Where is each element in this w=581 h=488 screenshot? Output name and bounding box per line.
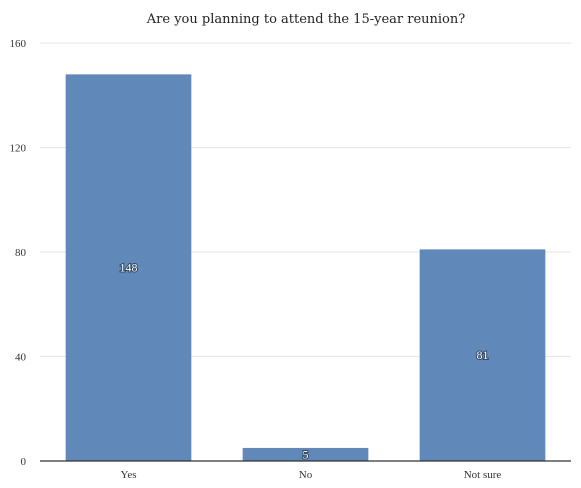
y-tick-label: 0 — [21, 456, 27, 468]
bar-no — [242, 447, 369, 461]
data-label: 148 — [120, 261, 138, 275]
y-tick-label: 160 — [10, 38, 27, 50]
x-tick-label: Not sure — [464, 469, 502, 481]
bars — [65, 74, 546, 461]
y-tick-label: 80 — [15, 247, 27, 259]
y-tick-label: 40 — [15, 352, 27, 364]
x-tick-label: No — [299, 469, 313, 481]
chart-title: Are you planning to attend the 15-year r… — [146, 12, 465, 27]
data-label: 5 — [303, 447, 309, 461]
bar-not-sure — [419, 249, 546, 461]
data-label: 81 — [477, 348, 489, 362]
labels: 0 40 80 120 160 148 Yes 5 No 81 Not sure — [10, 38, 502, 481]
x-tick-label: Yes — [120, 469, 136, 481]
y-tick-label: 120 — [10, 143, 27, 155]
bar-yes — [65, 74, 192, 461]
